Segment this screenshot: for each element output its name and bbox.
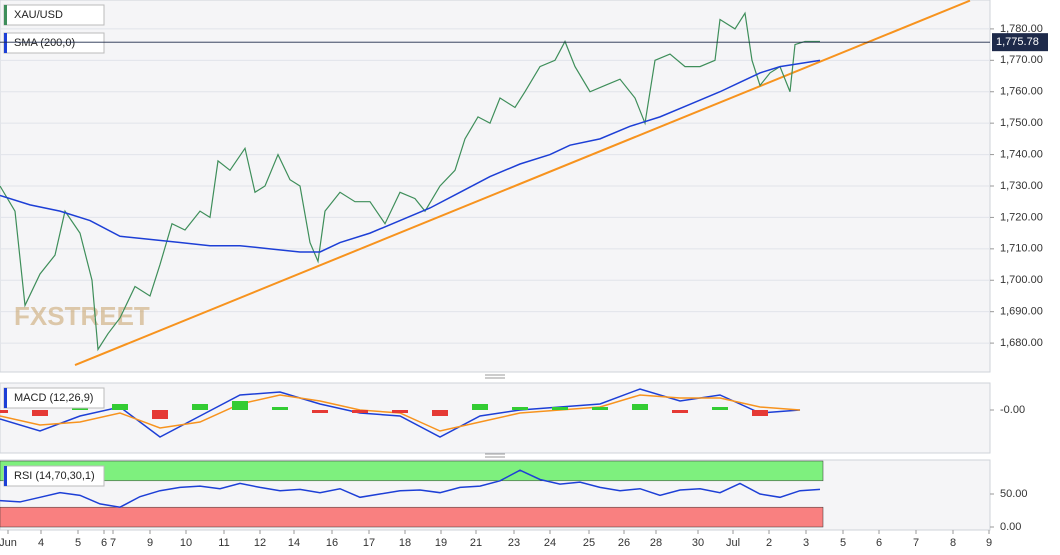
histogram-bar <box>0 410 8 413</box>
histogram-bar <box>552 407 568 410</box>
x-tick-label: 18 <box>399 537 411 549</box>
legend-item: XAU/USD <box>3 4 105 26</box>
legend-swatch <box>4 388 7 408</box>
legend-label: SMA (200,0) <box>14 37 75 49</box>
x-tick-label: 14 <box>288 537 300 549</box>
x-tick-label: 12 <box>254 537 266 549</box>
band <box>0 460 824 482</box>
x-tick-label: 16 <box>326 537 338 549</box>
histogram-bar <box>672 410 688 413</box>
histogram-bar <box>592 407 608 410</box>
x-tick-label: 28 <box>650 537 662 549</box>
x-tick-label: 8 <box>950 537 956 549</box>
x-tick-label: 6 <box>101 537 107 549</box>
histogram-bar <box>32 410 48 416</box>
x-tick-label: 25 <box>583 537 595 549</box>
x-tick-label: 17 <box>363 537 375 549</box>
x-tick-label: 9 <box>986 537 992 549</box>
series-line <box>0 469 821 508</box>
histogram-bar <box>152 410 168 419</box>
legend-swatch <box>4 466 7 486</box>
legend-item: RSI (14,70,30,1) <box>3 465 105 487</box>
watermark: FXSTREET <box>14 301 150 331</box>
histogram-bar <box>632 404 648 410</box>
x-tick-label: 9 <box>147 537 153 549</box>
last-price-box <box>992 33 1048 52</box>
y-tick-label: 0.00 <box>1000 521 1021 533</box>
histogram-bar <box>752 410 768 416</box>
x-tick-label: Jul <box>726 537 740 549</box>
y-tick-label: 1,770.00 <box>1000 54 1043 66</box>
series-line <box>0 11 820 352</box>
x-tick-label: 26 <box>618 537 630 549</box>
x-tick-label: 7 <box>110 537 116 549</box>
y-tick-label: 1,690.00 <box>1000 306 1043 318</box>
x-tick-label: 5 <box>75 537 81 549</box>
x-tick-label: 5 <box>840 537 846 549</box>
trendline <box>74 0 971 367</box>
series-line <box>0 59 821 253</box>
x-tick-label: 11 <box>218 537 229 549</box>
y-tick-label: 1,760.00 <box>1000 86 1043 98</box>
histogram-bar <box>112 404 128 410</box>
panel-handle <box>485 374 505 458</box>
histogram-bar <box>392 410 408 413</box>
x-tick-label: 4 <box>38 537 44 549</box>
y-tick-label: 1,680.00 <box>1000 337 1043 349</box>
legend-label: XAU/USD <box>14 9 63 21</box>
y-tick-label: 1,740.00 <box>1000 148 1043 160</box>
y-tick-label: 1,750.00 <box>1000 117 1043 129</box>
y-tick-label: 1,710.00 <box>1000 243 1043 255</box>
histogram-bar <box>192 404 208 410</box>
legend-label: RSI (14,70,30,1) <box>14 470 95 482</box>
histogram-bar <box>312 410 328 413</box>
x-tick-label: 7 <box>913 537 919 549</box>
legend-item: MACD (12,26,9) <box>3 387 105 409</box>
histogram-bar <box>272 407 288 410</box>
histogram-bar <box>232 401 248 410</box>
y-tick-label: 1,780.00 <box>1000 23 1043 35</box>
y-tick-label: -0.00 <box>1000 404 1025 416</box>
x-tick-label: 2 <box>766 537 772 549</box>
histogram-bar <box>472 404 488 410</box>
x-tick-label: 23 <box>508 537 520 549</box>
x-tick-label: 21 <box>470 537 482 549</box>
band <box>0 506 824 528</box>
histogram-bar <box>432 410 448 416</box>
legend-swatch <box>4 5 7 25</box>
histogram-bar <box>352 410 368 413</box>
legend-item: SMA (200,0) <box>3 32 105 54</box>
x-tick-label: 3 <box>803 537 809 549</box>
legend-label: MACD (12,26,9) <box>14 392 93 404</box>
histogram-bar <box>712 407 728 410</box>
y-tick-label: 1,700.00 <box>1000 274 1043 286</box>
x-tick-label: 6 <box>876 537 882 549</box>
y-tick-label: 1,730.00 <box>1000 180 1043 192</box>
x-tick-label: Jun <box>0 537 17 549</box>
x-tick-label: 30 <box>692 537 704 549</box>
legend-swatch <box>4 33 7 53</box>
x-tick-label: 24 <box>544 537 556 549</box>
y-tick-label: 1,720.00 <box>1000 211 1043 223</box>
x-tick-label: 19 <box>435 537 447 549</box>
histogram-bar <box>512 407 528 410</box>
x-tick-label: 10 <box>180 537 192 549</box>
y-tick-label: 50.00 <box>1000 488 1028 500</box>
last-price-label: 1,775.78 <box>996 36 1039 48</box>
